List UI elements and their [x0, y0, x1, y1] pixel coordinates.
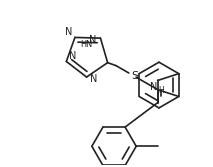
- Text: N: N: [89, 35, 97, 45]
- Text: N: N: [69, 51, 76, 61]
- Text: N: N: [65, 27, 72, 37]
- Text: HN: HN: [80, 40, 92, 49]
- Text: S: S: [131, 71, 139, 81]
- Text: N: N: [90, 74, 98, 84]
- Text: N: N: [150, 82, 157, 92]
- Text: H: H: [158, 86, 164, 95]
